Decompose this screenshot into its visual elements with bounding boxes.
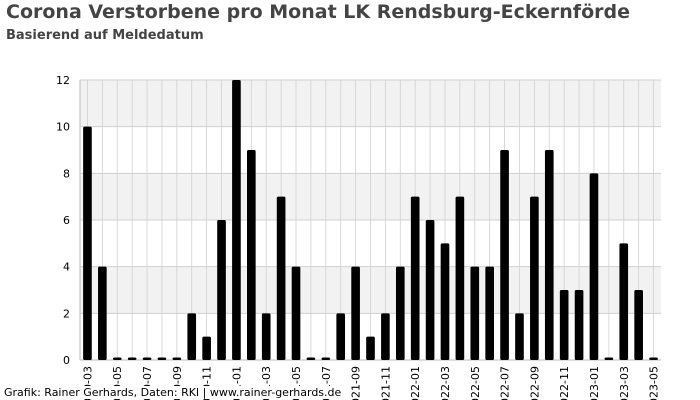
x-tick-label: 2022-07 — [499, 366, 512, 400]
x-tick-label: 2022-01 — [409, 366, 422, 400]
y-tick-label: 10 — [56, 121, 70, 134]
y-tick-label: 8 — [63, 167, 70, 180]
y-tick-label: 0 — [63, 354, 70, 367]
bar — [261, 313, 271, 360]
bar — [574, 290, 584, 360]
x-tick-label: 2021-09 — [350, 366, 363, 400]
x-tick-label: 2022-03 — [439, 366, 452, 400]
bar — [440, 243, 450, 360]
bar — [604, 357, 614, 360]
bar — [98, 266, 107, 360]
bar — [381, 313, 390, 360]
x-tick-label: 2023-01 — [588, 366, 601, 400]
bar — [470, 266, 480, 360]
bar — [515, 313, 524, 360]
bar — [83, 126, 92, 361]
chart-title: Corona Verstorbene pro Monat LK Rendsbur… — [6, 1, 630, 23]
bar — [366, 336, 375, 360]
bar — [351, 266, 360, 360]
bar — [589, 173, 599, 360]
credit-line: Grafik: Rainer Gerhards, Daten: RKI | ww… — [4, 386, 344, 399]
bar — [306, 357, 316, 360]
bar — [172, 357, 182, 360]
bar — [217, 220, 226, 360]
bar — [395, 266, 405, 360]
bar — [112, 357, 122, 360]
bar — [500, 150, 509, 360]
bar — [485, 266, 494, 360]
y-tick-label: 6 — [63, 214, 70, 227]
bar — [127, 357, 137, 360]
chart-subtitle: Basierend auf Meldedatum — [6, 28, 204, 43]
bar — [321, 357, 331, 360]
bar — [336, 313, 346, 360]
y-tick-label: 4 — [63, 261, 70, 274]
bar — [247, 150, 256, 360]
x-tick-label: 2023-05 — [648, 366, 661, 400]
y-tick-label: 12 — [56, 74, 70, 87]
bar — [530, 196, 539, 360]
x-tick-label: 2022-11 — [558, 366, 571, 400]
bar — [202, 336, 211, 360]
x-tick-label: 2021-11 — [379, 366, 392, 400]
bar — [410, 196, 420, 360]
bar — [291, 266, 301, 360]
bar — [649, 357, 658, 360]
x-tick-label: 2022-05 — [469, 366, 482, 400]
y-tick-label: 2 — [63, 307, 70, 320]
bar — [232, 80, 241, 360]
bar — [187, 313, 197, 360]
bar — [455, 196, 465, 360]
bar — [425, 220, 435, 360]
bar — [157, 357, 167, 360]
x-tick-label: 2023-03 — [618, 366, 631, 400]
bar — [634, 290, 643, 360]
bar — [142, 357, 152, 360]
bar — [559, 290, 569, 360]
bar — [544, 150, 554, 360]
bar — [276, 196, 286, 360]
bar — [619, 243, 629, 360]
x-tick-label: 2022-09 — [528, 366, 541, 400]
